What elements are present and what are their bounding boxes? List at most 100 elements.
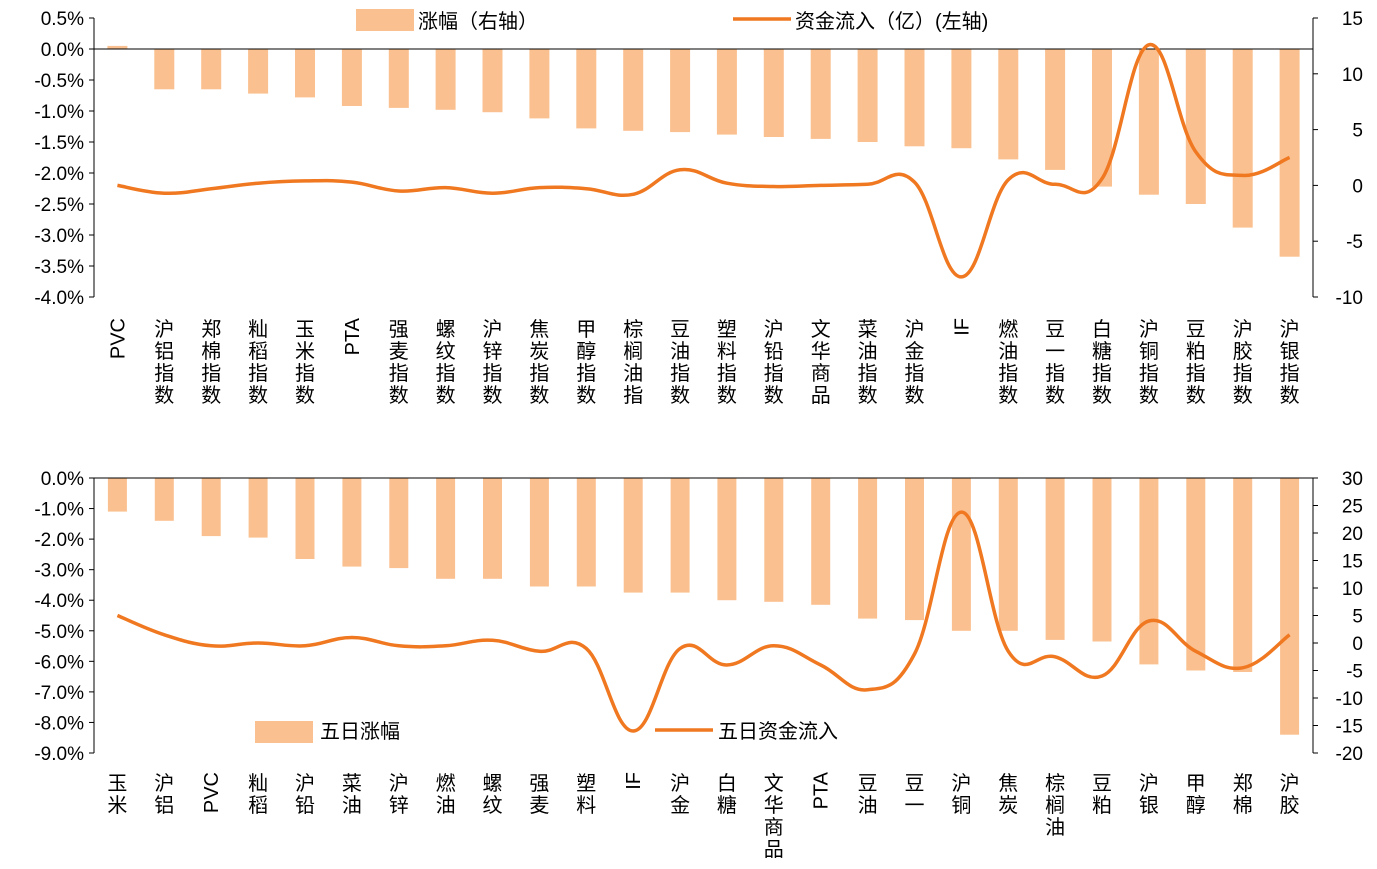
left-tick-label: -1.0% [34, 102, 84, 123]
category-label: 塑料指数 [717, 318, 737, 407]
category-label: 白糖 [717, 772, 737, 817]
category-label: 甲醇 [1186, 773, 1206, 817]
bar-series [107, 478, 1300, 735]
category-label: IF [623, 772, 645, 790]
daily-change-chart: 0.5% 0.0% -0.5% -1.0% -1.5% -2.0% -2.5% -3.0% -3… [34, 9, 1363, 407]
bar [482, 49, 503, 113]
category-label: 强麦 [529, 773, 549, 817]
left-tick-label: 0.0% [41, 469, 84, 490]
category-label: 甲醇指数 [576, 319, 596, 407]
left-tick-label: -3.0% [34, 561, 84, 582]
category-label: 沪铝 [154, 772, 174, 817]
category-label: 强麦指数 [389, 319, 409, 407]
line-series [116, 510, 1291, 733]
category-label: 豆粕 [1092, 773, 1112, 817]
category-label: 燃油指数 [998, 318, 1018, 407]
left-tick-label: -2.0% [34, 164, 84, 185]
left-tick-label: 0.0% [41, 40, 84, 61]
right-tick-label: -10 [1336, 288, 1363, 309]
category-label: 文华商品 [764, 772, 784, 861]
category-label: 豆油指数 [670, 319, 690, 407]
left-tick-label: -0.5% [34, 71, 84, 92]
category-label: 螺纹 [483, 772, 503, 817]
bar [811, 478, 831, 605]
left-tick-label: -2.0% [34, 530, 84, 551]
right-tick-label: 0 [1352, 634, 1363, 655]
left-tick-label: -5.0% [34, 622, 84, 643]
bar [1092, 478, 1112, 642]
category-label: 棕榈油指 [623, 318, 643, 407]
category-label: 螺纹指数 [436, 318, 456, 407]
bar [529, 49, 550, 119]
category-label: 塑料 [576, 772, 596, 817]
bar [483, 478, 502, 579]
category-label: PVC [107, 318, 129, 359]
bar [763, 49, 784, 137]
bar [107, 45, 128, 49]
category-label: 豆一指数 [1045, 319, 1065, 407]
left-tick-label: -2.5% [34, 195, 84, 216]
bar [1139, 478, 1159, 665]
bar [1279, 49, 1300, 257]
bar [1186, 478, 1206, 671]
bar [1233, 478, 1253, 672]
bar [670, 49, 691, 133]
left-tick-label: -3.5% [34, 257, 84, 278]
left-tick-label: -1.5% [34, 133, 84, 154]
category-label: 菜油 [342, 772, 362, 817]
right-tick-label: 10 [1342, 65, 1363, 86]
bar [1138, 49, 1159, 195]
bar [905, 478, 924, 621]
legend-bar-label: 五日涨幅 [320, 720, 400, 743]
category-label: 沪铜 [951, 772, 971, 817]
right-tick-label: -10 [1336, 689, 1363, 710]
legend-line-label: 五日资金流入 [718, 720, 838, 743]
right-tick-label: 5 [1352, 607, 1363, 628]
right-tick-label: 0 [1352, 176, 1363, 197]
bar [951, 49, 972, 149]
bar [248, 478, 268, 538]
bar [529, 478, 549, 587]
category-label: 豆粕指数 [1186, 319, 1206, 407]
bar [998, 49, 1019, 160]
right-tick-label: 30 [1342, 469, 1363, 490]
bar [1045, 478, 1065, 640]
bar [201, 478, 221, 537]
right-tick-label: -5 [1346, 662, 1363, 683]
category-label: 菜油指数 [858, 318, 878, 407]
category-label: 豆油 [858, 773, 878, 817]
bar [810, 49, 831, 139]
category-label: 燃油 [436, 772, 456, 817]
left-tick-label: -7.0% [34, 683, 84, 704]
bar [764, 478, 784, 602]
bar [435, 49, 456, 110]
category-label: 沪胶指数 [1233, 318, 1253, 407]
bar [1185, 49, 1206, 204]
category-label: 棕榈油 [1045, 772, 1065, 839]
category-label: PVC [201, 772, 223, 813]
category-label: 沪铅 [295, 772, 315, 817]
category-label: 郑棉指数 [201, 318, 221, 407]
left-tick-label: -3.0% [34, 226, 84, 247]
right-tick-label: -5 [1346, 232, 1363, 253]
left-tick-label: 0.5% [41, 9, 84, 30]
bar [904, 49, 925, 147]
category-label: 豆一 [905, 773, 925, 817]
category-label: PTA [342, 317, 364, 355]
category-label: 沪铜指数 [1139, 318, 1159, 407]
bar [107, 478, 127, 512]
line-series [117, 43, 1291, 279]
bar [295, 49, 315, 98]
bar [388, 49, 409, 108]
category-label: 白糖指数 [1092, 318, 1112, 407]
bar [1045, 49, 1066, 170]
category-label: 沪锌 [389, 772, 409, 817]
category-label: 焦炭 [998, 772, 1018, 817]
right-tick-label: 25 [1342, 497, 1363, 518]
category-label: 沪铝指数 [154, 318, 174, 407]
category-label: 玉米 [107, 773, 127, 817]
category-label: 焦炭指数 [529, 318, 549, 407]
bar [295, 478, 315, 559]
legend-bar-label: 涨幅（右轴） [418, 10, 538, 33]
